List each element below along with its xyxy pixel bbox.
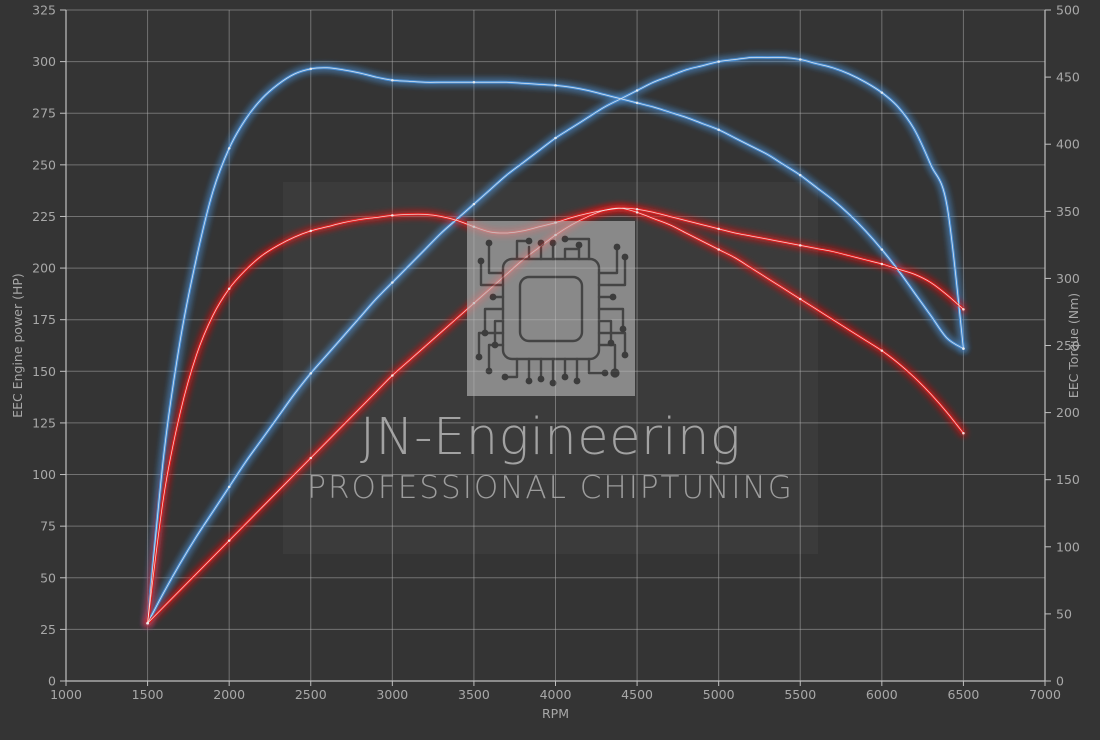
ytick-label-right: 300 (1056, 271, 1080, 286)
data-point (717, 227, 720, 231)
ytick-label-right: 100 (1056, 539, 1080, 554)
xtick-label: 6000 (866, 687, 898, 702)
ytick-label-left: 225 (32, 209, 56, 224)
ytick-label-right: 450 (1056, 70, 1080, 85)
ytick-label-right: 50 (1056, 606, 1072, 621)
data-point (309, 229, 312, 233)
ytick-label-right: 500 (1056, 3, 1080, 18)
ytick-label-right: 200 (1056, 405, 1080, 420)
data-point (717, 248, 720, 251)
data-point (472, 225, 476, 229)
ytick-label-right: 150 (1056, 472, 1080, 487)
data-point (635, 207, 639, 211)
data-point (635, 89, 639, 92)
y-axis-title-right: EEC Torque (Nm) (1066, 293, 1081, 398)
xtick-label: 2500 (295, 687, 327, 702)
data-point (309, 67, 312, 71)
ytick-label-right: 400 (1056, 137, 1080, 152)
xtick-label: 1500 (132, 687, 164, 702)
data-point (635, 101, 639, 105)
data-point (391, 214, 394, 217)
data-point (391, 281, 394, 284)
y-axis-title-left: EEC Engine power (HP) (10, 273, 25, 418)
xtick-label: 5000 (703, 687, 735, 702)
series-core-1 (147, 56, 964, 624)
data-point (227, 147, 231, 150)
xtick-label: 7000 (1029, 687, 1061, 702)
ytick-label-left: 125 (32, 415, 56, 430)
data-point (472, 81, 476, 84)
axis-labels: 1000 1500 2000 2500 3000 3500 4000 4500 5000 5500… (10, 3, 1081, 722)
xtick-label: 4000 (540, 687, 572, 702)
data-point (554, 233, 557, 237)
data-point (799, 244, 802, 247)
xtick-label: 5500 (784, 687, 816, 702)
data-point (717, 128, 720, 131)
data-point (635, 211, 639, 214)
ytick-label-left: 75 (40, 519, 56, 534)
data-point (554, 136, 557, 140)
data-point (880, 91, 884, 94)
xtick-label: 3000 (376, 687, 408, 702)
ytick-label-right: 350 (1056, 204, 1080, 219)
data-point (391, 374, 394, 377)
ytick-label-left: 50 (40, 570, 56, 585)
xtick-label: 3500 (458, 687, 490, 702)
xtick-label: 6500 (948, 687, 980, 702)
data-point (554, 221, 557, 224)
axes (60, 9, 1051, 686)
ytick-label-left: 0 (48, 674, 56, 689)
data-point (717, 60, 720, 63)
data-point (227, 539, 231, 542)
ytick-label-left: 200 (32, 261, 56, 276)
data-point (146, 621, 149, 625)
ytick-label-left: 175 (32, 312, 56, 327)
ytick-label-left: 25 (40, 622, 56, 637)
data-point (227, 287, 231, 290)
data-point (309, 372, 312, 375)
data-point (472, 202, 476, 206)
data-point (472, 301, 476, 305)
data-point (391, 78, 394, 82)
data-point (880, 349, 884, 352)
data-point (799, 297, 802, 301)
ytick-label-left: 100 (32, 467, 56, 482)
data-point (962, 308, 965, 311)
ytick-label-right: 0 (1056, 674, 1064, 689)
data-point (962, 432, 965, 435)
ytick-label-left: 250 (32, 157, 56, 172)
ytick-label-left: 300 (32, 54, 56, 69)
data-point (554, 84, 557, 87)
data-point (309, 456, 312, 460)
data-point (799, 173, 802, 177)
data-point (880, 262, 884, 266)
data-point (799, 58, 802, 61)
ytick-label-left: 275 (32, 106, 56, 121)
xtick-label: 1000 (50, 687, 82, 702)
data-point (227, 485, 231, 489)
data-point (880, 248, 884, 251)
data-point (962, 347, 965, 350)
series-core-0 (147, 67, 964, 624)
xtick-label: 4500 (621, 687, 653, 702)
ytick-label-right: 250 (1056, 338, 1080, 353)
xtick-label: 2000 (213, 687, 245, 702)
ytick-label-left: 150 (32, 364, 56, 379)
ytick-label-left: 325 (32, 3, 56, 18)
x-axis-title: RPM (542, 706, 569, 721)
